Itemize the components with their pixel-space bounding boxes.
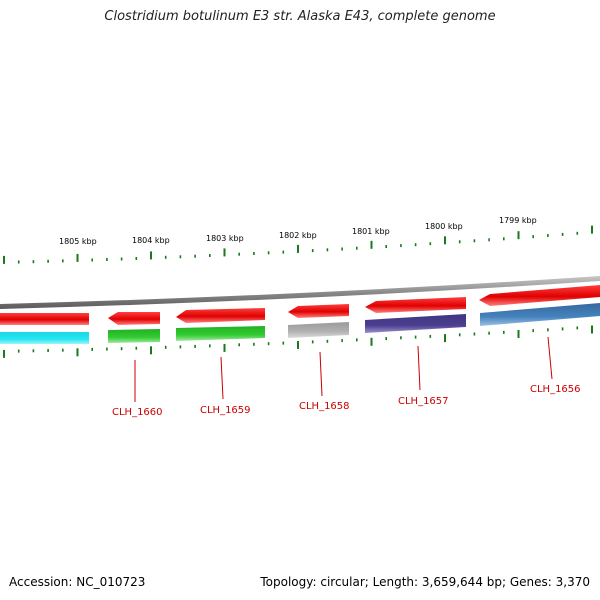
gene-label-clh-1656: CLH_1656 xyxy=(530,384,581,395)
forward-gene-arrow xyxy=(0,313,89,325)
gene-bar-clh-1660 xyxy=(0,332,89,344)
forward-gene-arrow xyxy=(479,285,600,306)
ruler-label: 1803 kbp xyxy=(206,234,244,243)
forward-gene-arrow xyxy=(365,297,466,313)
gene-callout-line xyxy=(319,351,323,397)
gene-label-clh-1658: CLH_1658 xyxy=(299,401,350,412)
gene-bar-clh-1657 xyxy=(365,314,466,333)
ruler-label: 1799 kbp xyxy=(499,216,537,225)
ruler-label: 1800 kbp xyxy=(425,222,463,231)
ruler-label: 1802 kbp xyxy=(279,231,317,240)
gene-bar-clh-1659a xyxy=(108,329,160,343)
ruler-label: 1801 kbp xyxy=(352,227,390,236)
map-title: Clostridium botulinum E3 str. Alaska E43… xyxy=(104,9,496,24)
gene-callout-line xyxy=(547,336,553,380)
gene-label-clh-1659: CLH_1659 xyxy=(200,405,251,416)
gene-callout-line xyxy=(220,356,224,400)
genome-backbone xyxy=(0,276,600,309)
gene-bar-clh-1659 xyxy=(176,326,265,341)
forward-gene-arrow xyxy=(108,312,160,325)
gene-callout-line xyxy=(417,345,421,391)
gene-label-clh-1660: CLH_1660 xyxy=(112,407,163,418)
ruler-label: 1805 kbp xyxy=(59,237,97,246)
forward-gene-arrow xyxy=(288,304,349,318)
gene-label-clh-1657: CLH_1657 xyxy=(398,396,449,407)
gene-bar-clh-1656 xyxy=(480,303,600,326)
forward-gene-arrow xyxy=(176,308,265,323)
lower-tick-row xyxy=(3,325,593,358)
ruler-label: 1804 kbp xyxy=(132,236,170,245)
gene-bar-clh-1658 xyxy=(288,322,349,338)
upper-tick-row xyxy=(3,225,593,264)
genome-summary-text: Topology: circular; Length: 3,659,644 bp… xyxy=(260,575,590,589)
accession-text: Accession: NC_010723 xyxy=(9,575,146,589)
